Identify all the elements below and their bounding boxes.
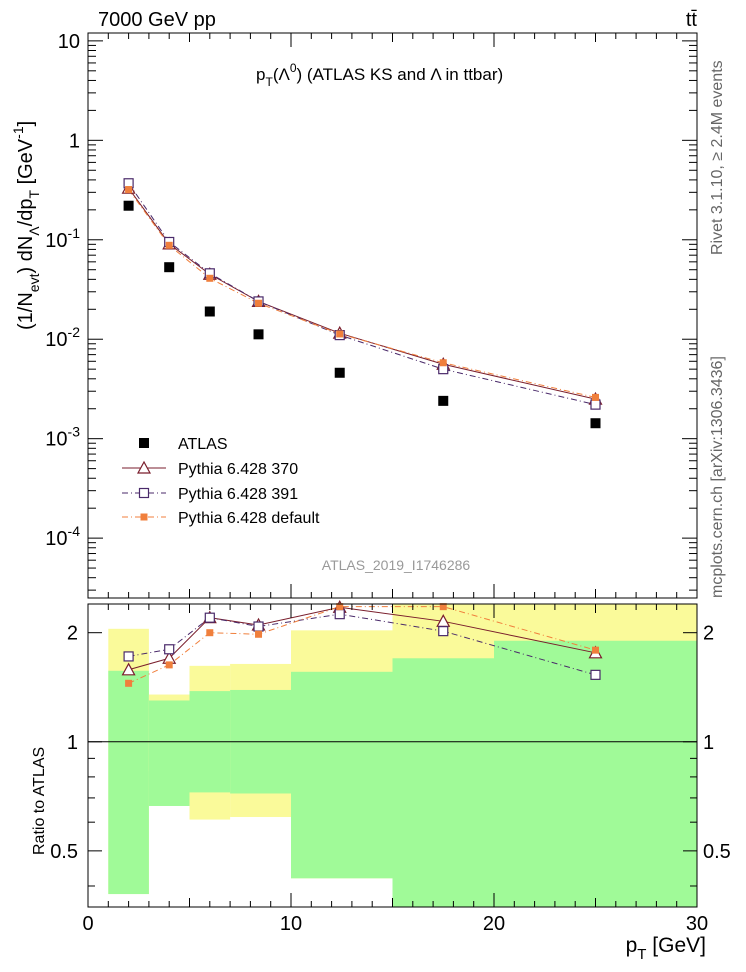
mc-point <box>590 399 601 410</box>
data-point <box>438 395 449 406</box>
stat-band-bin <box>108 670 149 895</box>
x-tick-label: 20 <box>483 913 505 935</box>
mc-point <box>136 460 152 474</box>
mc-point <box>206 274 214 282</box>
x-tick-label: 10 <box>280 913 302 935</box>
mc-point <box>255 630 263 638</box>
ratio-tick-label-left: 0.5 <box>50 841 78 863</box>
mc-point <box>590 669 601 680</box>
rivet-label: Rivet 3.1.10, ≥ 2.4M events <box>709 60 726 255</box>
y-tick-label: 1 <box>69 130 80 152</box>
mc-point <box>138 487 150 499</box>
mc-point <box>165 241 173 249</box>
y-tick-label: 10-1 <box>45 225 80 252</box>
mc-point <box>336 603 344 611</box>
legend-label: Pythia 6.428 391 <box>178 486 298 503</box>
lower-y-axis-label: Ratio to ATLAS <box>31 747 48 855</box>
data-point <box>139 438 149 448</box>
y-tick-label: 10-2 <box>45 324 80 351</box>
y-tick-label: 10-3 <box>45 424 80 451</box>
plot-title: pT(Λ0) (ATLAS KS and Λ in ttbar) <box>256 61 503 89</box>
upper-y-axis-label: (1/Nevt) dNΛ/dpT [GeV-1] <box>10 121 42 330</box>
stat-band-bin <box>148 700 190 806</box>
mcplots-label: mcplots.cern.ch [arXiv:1306.3436] <box>709 356 726 598</box>
mc-point <box>204 612 215 623</box>
mc-point <box>439 359 447 367</box>
legend-label: Pythia 6.428 default <box>178 510 320 527</box>
mc-point <box>125 186 133 194</box>
mc-point <box>165 661 173 669</box>
mc-point <box>336 330 344 338</box>
legend-label: ATLAS <box>178 436 228 453</box>
ratio-tick-label-right: 2 <box>703 623 714 645</box>
x-tick-label: 30 <box>686 913 708 935</box>
data-point <box>590 418 601 429</box>
y-tick-label: 10-4 <box>45 523 80 550</box>
ratio-tick-label-left: 1 <box>67 732 78 754</box>
ratio-tick-label-right: 0.5 <box>703 841 731 863</box>
analysis-id: ATLAS_2019_I1746286 <box>322 557 471 573</box>
mc-point <box>255 299 263 307</box>
mc-point <box>206 629 214 637</box>
mc-point <box>121 662 136 676</box>
mc-point <box>592 646 599 654</box>
x-tick-label: 0 <box>82 913 93 935</box>
data-point <box>253 329 264 340</box>
axes: 0 10 20 30 10 1 10-1 10-2 10-3 10-4 0.5 0.5 1 1 2 2 <box>45 31 731 935</box>
x-axis-label: pT [GeV] <box>626 934 706 963</box>
legend-label: Pythia 6.428 370 <box>178 461 298 478</box>
uncertainty-bands <box>88 604 697 907</box>
stat-band-bin <box>291 671 393 879</box>
legend: ATLAS Pythia 6.428 370 Pythia 6.428 391 Pyt… <box>122 436 320 527</box>
mc-point <box>253 621 264 632</box>
stat-band-bin <box>494 640 697 907</box>
energy-label: 7000 GeV pp <box>98 9 216 31</box>
mc-point <box>334 609 345 620</box>
ratio-tick-label-left: 2 <box>67 623 78 645</box>
mc-point <box>438 626 449 637</box>
mc-point <box>140 513 148 521</box>
data-point <box>334 367 345 378</box>
ratio-tick-label-right: 1 <box>703 732 714 754</box>
stat-band-bin <box>392 658 494 907</box>
mc-point <box>125 679 133 687</box>
process-label: tt̄ <box>686 9 698 31</box>
mc-point <box>123 651 134 662</box>
mc-point <box>592 393 599 401</box>
data-point <box>204 306 215 317</box>
mc-point <box>439 603 447 611</box>
data-point <box>164 262 175 273</box>
mc-point <box>164 644 175 655</box>
chart-marks <box>121 178 603 687</box>
data-point <box>123 200 134 211</box>
y-tick-label: 10 <box>58 31 80 53</box>
